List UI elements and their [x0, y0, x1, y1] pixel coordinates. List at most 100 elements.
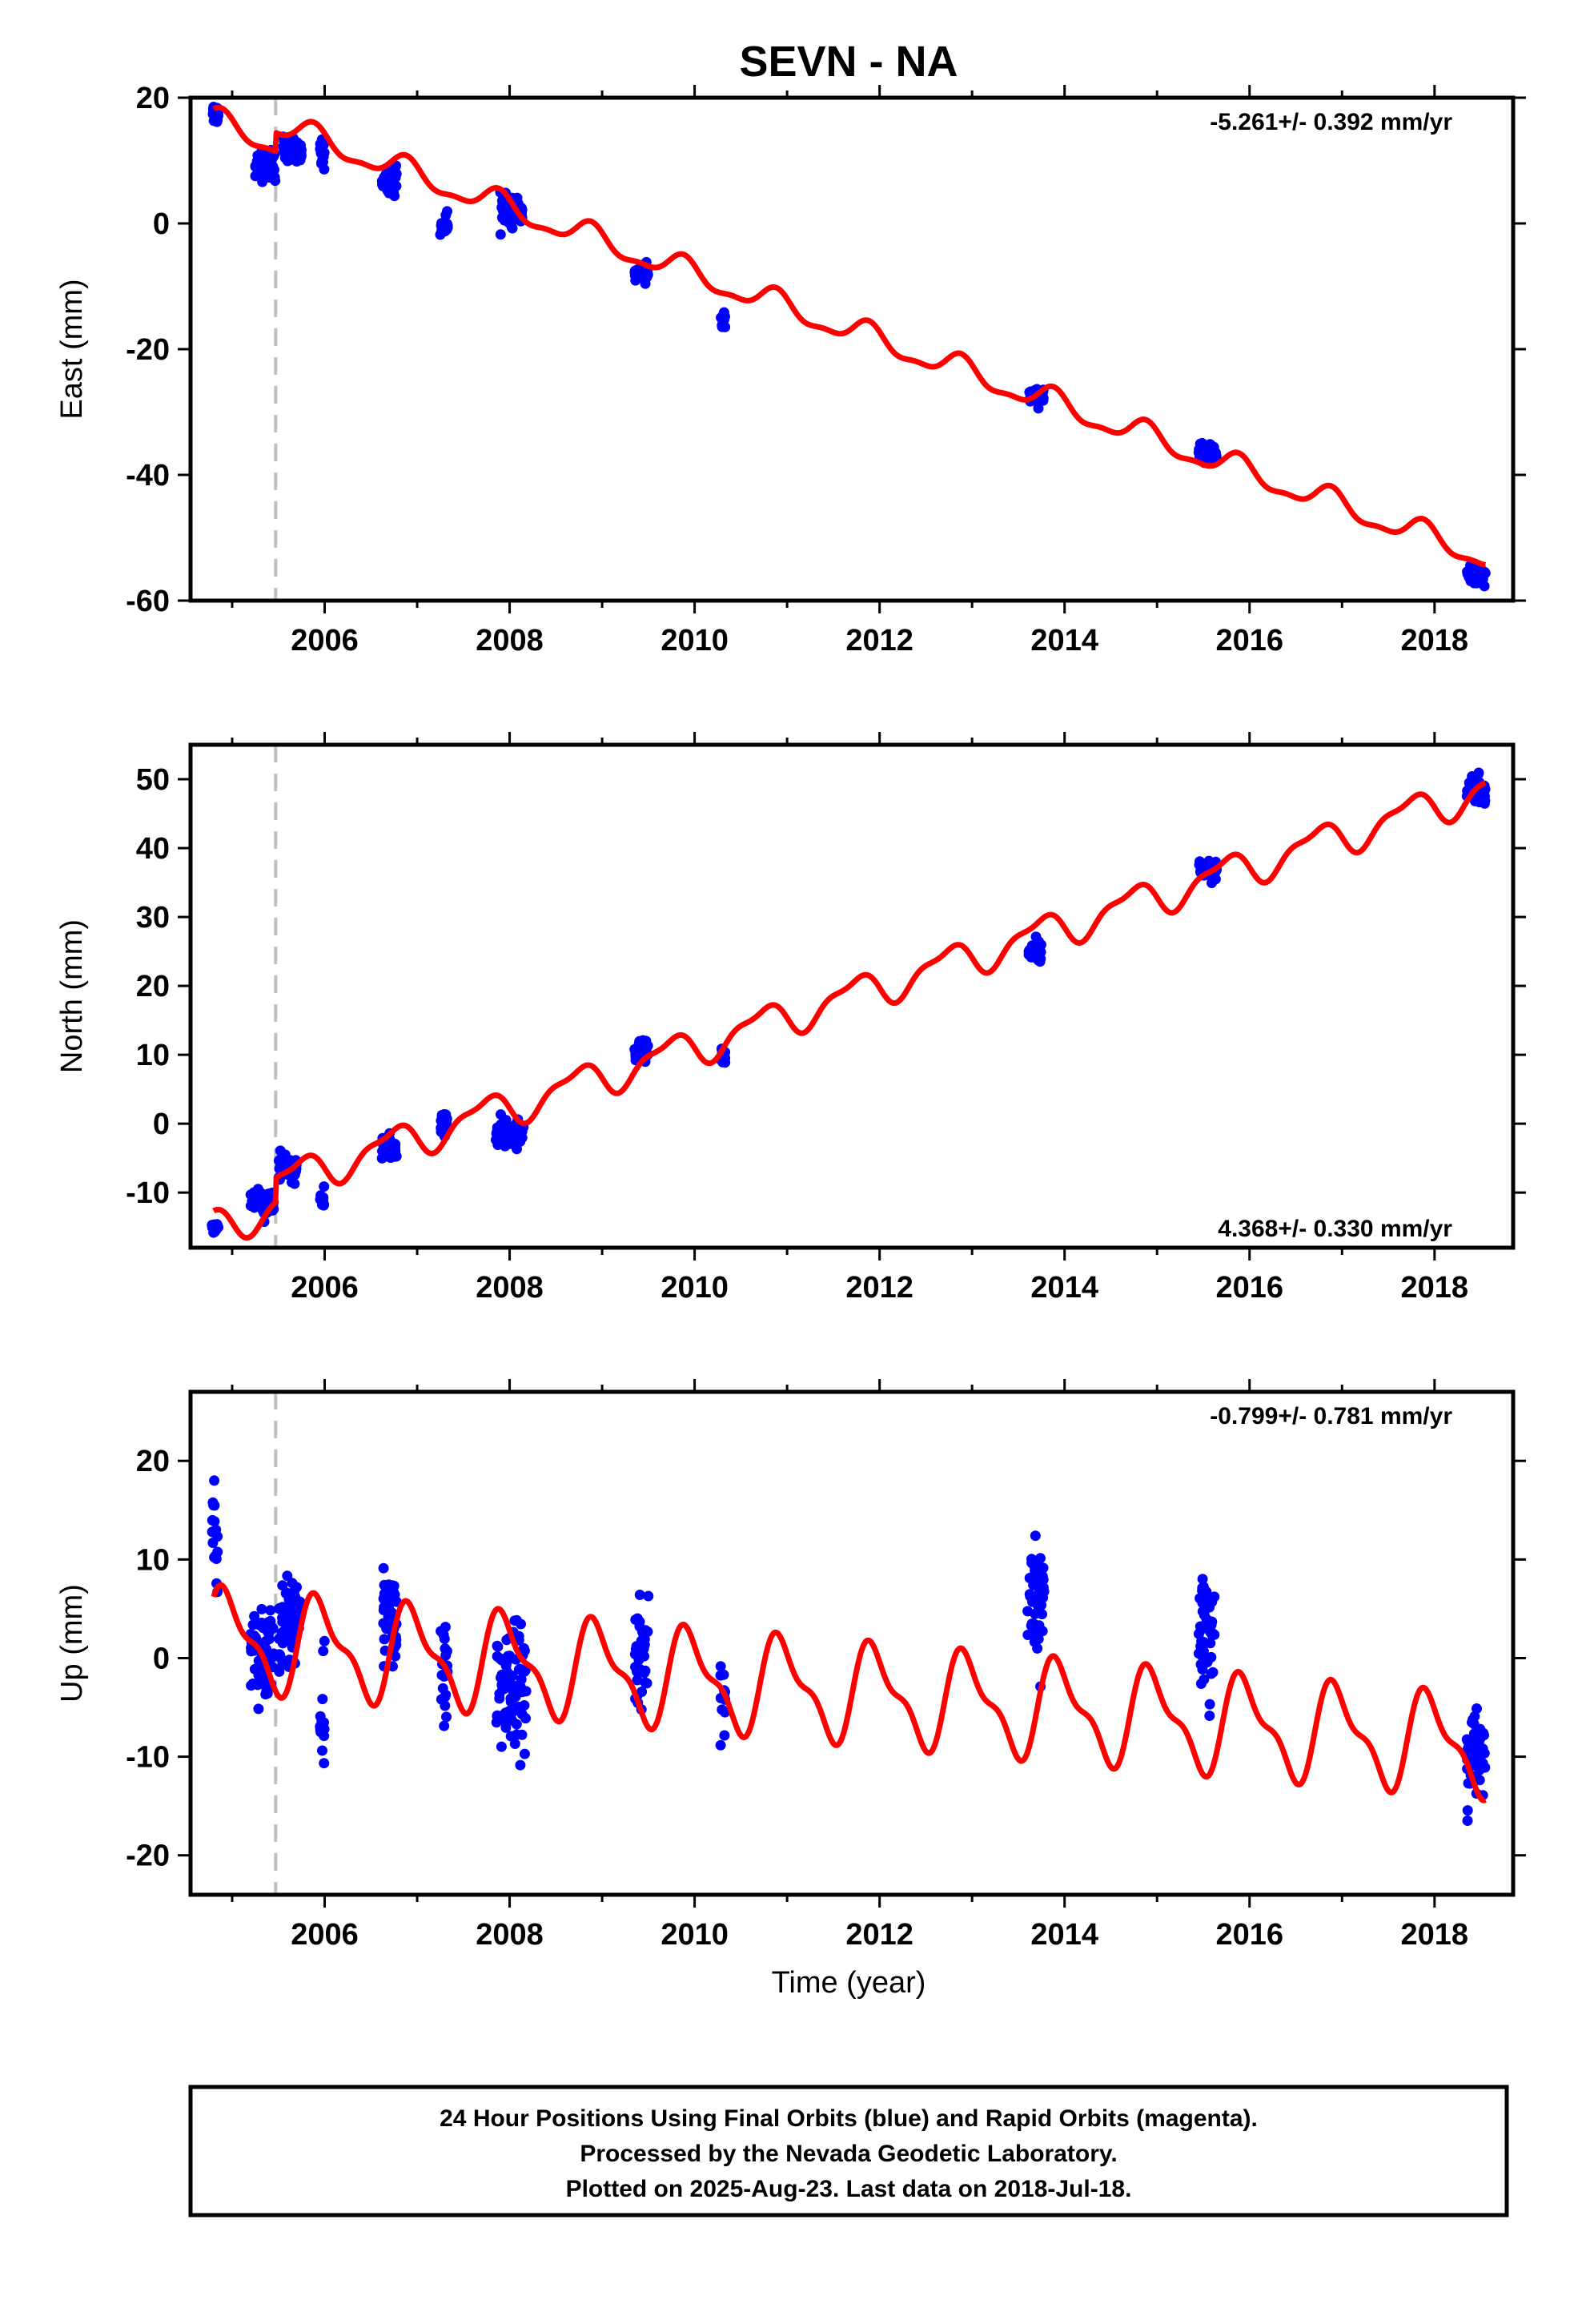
up-data-point — [212, 1531, 223, 1542]
up-data-point — [1030, 1530, 1041, 1542]
east-x-tick-label: 2014 — [1030, 624, 1098, 657]
up-data-point — [319, 1635, 330, 1647]
up-data-point — [207, 1497, 219, 1508]
north-data-point — [510, 1127, 521, 1138]
up-model-line — [211, 1582, 1488, 1803]
up-data-point — [1462, 1815, 1473, 1826]
up-data-point — [1205, 1638, 1216, 1649]
east-data-point — [1470, 565, 1481, 576]
caption-box: 24 Hour Positions Using Final Orbits (bl… — [188, 2085, 1509, 2217]
up-data-point — [209, 1552, 220, 1563]
up-data-point — [282, 1570, 293, 1582]
up-data-point — [715, 1739, 726, 1751]
up-data-point — [513, 1664, 524, 1675]
up-data-point — [496, 1741, 507, 1752]
east-data-point — [1194, 446, 1205, 456]
east-data-point — [287, 143, 298, 154]
up-data-point — [1024, 1573, 1035, 1583]
up-data-point — [1207, 1627, 1218, 1638]
up-data-point — [519, 1645, 530, 1656]
east-data-point — [1203, 440, 1215, 451]
east-data-point — [315, 143, 326, 155]
east-model-line — [211, 104, 1488, 568]
up-data-point — [440, 1700, 451, 1711]
east-data-points — [207, 102, 1491, 592]
up-data-point — [277, 1638, 288, 1649]
east-data-point — [507, 223, 518, 234]
north-data-point — [1473, 769, 1484, 780]
up-data-point — [265, 1615, 276, 1626]
up-data-point — [440, 1622, 451, 1633]
east-data-point — [269, 164, 279, 175]
east-y-tick-label: 20 — [136, 82, 170, 115]
up-data-point — [440, 1650, 452, 1661]
up-data-point — [283, 1594, 295, 1605]
up-y-tick-label: -10 — [126, 1741, 170, 1775]
up-data-point — [379, 1634, 390, 1645]
up-data-point — [317, 1745, 327, 1756]
up-x-tick-label: 2018 — [1401, 1918, 1469, 1952]
up-data-point — [1467, 1717, 1477, 1728]
east-data-point — [497, 201, 508, 212]
up-data-point — [317, 1694, 328, 1705]
up-data-point — [319, 1731, 330, 1742]
north-y-tick-label: 30 — [136, 901, 170, 935]
north-panel: 2006 2008 2010 2012 2014 2016 2018 -10 0 10 20 30 40… — [55, 732, 1526, 1305]
up-data-point — [1199, 1674, 1210, 1685]
up-data-point — [511, 1729, 522, 1740]
up-data-point — [1195, 1625, 1207, 1635]
north-frame — [188, 742, 1516, 1250]
up-data-point — [1197, 1585, 1208, 1596]
up-data-points — [207, 1475, 1491, 1826]
north-y-tick-label: 20 — [136, 970, 170, 1003]
up-data-point — [439, 1720, 450, 1731]
up-data-point — [256, 1603, 267, 1614]
east-data-point — [383, 176, 394, 187]
up-data-point — [1037, 1626, 1048, 1637]
north-data-point — [211, 1223, 223, 1233]
up-data-point — [379, 1602, 390, 1613]
up-data-point — [1204, 1699, 1215, 1710]
up-data-point — [256, 1617, 267, 1628]
up-data-point — [515, 1759, 526, 1771]
up-data-point — [516, 1709, 528, 1720]
north-rate-annotation: 4.368+/- 0.330 mm/yr — [1218, 1216, 1452, 1242]
north-x-tick-label: 2006 — [291, 1271, 359, 1305]
north-data-point — [642, 1040, 653, 1051]
up-data-point — [715, 1670, 726, 1681]
up-data-point — [632, 1664, 643, 1675]
up-data-point — [505, 1696, 516, 1707]
up-data-point — [1195, 1647, 1207, 1659]
north-data-point — [437, 1114, 448, 1125]
east-data-point — [291, 151, 302, 162]
up-data-point — [253, 1703, 264, 1715]
caption-line-2: Processed by the Nevada Geodetic Laborat… — [580, 2141, 1117, 2167]
up-y-tick-label: 0 — [153, 1642, 170, 1675]
up-data-point — [390, 1651, 401, 1662]
north-data-point — [376, 1152, 387, 1164]
caption-line-1: 24 Hour Positions Using Final Orbits (bl… — [440, 2105, 1258, 2132]
up-data-point — [1028, 1618, 1039, 1630]
east-data-point — [717, 317, 729, 328]
north-data-point — [246, 1200, 257, 1211]
east-y-tick-label: -20 — [126, 333, 170, 367]
x-axis-label: Time (year) — [772, 1966, 926, 2000]
east-y-tick-label: -40 — [126, 459, 170, 493]
up-data-point — [494, 1653, 505, 1664]
north-data-point — [284, 1155, 295, 1166]
up-data-point — [643, 1590, 654, 1602]
up-y-axis-label: Up (mm) — [55, 1584, 89, 1703]
north-data-point — [1197, 862, 1208, 874]
up-data-point — [637, 1644, 648, 1655]
up-y-tick-label: 20 — [136, 1445, 170, 1478]
up-data-point — [499, 1674, 510, 1685]
east-data-point — [442, 206, 452, 217]
north-x-tick-label: 2012 — [845, 1271, 913, 1305]
east-data-point — [209, 108, 220, 119]
up-x-tick-label: 2008 — [476, 1918, 544, 1952]
east-data-point — [255, 159, 267, 170]
north-y-tick-label: 10 — [136, 1039, 170, 1072]
up-data-point — [715, 1661, 726, 1672]
up-data-point — [259, 1674, 270, 1685]
north-data-point — [515, 1136, 526, 1147]
